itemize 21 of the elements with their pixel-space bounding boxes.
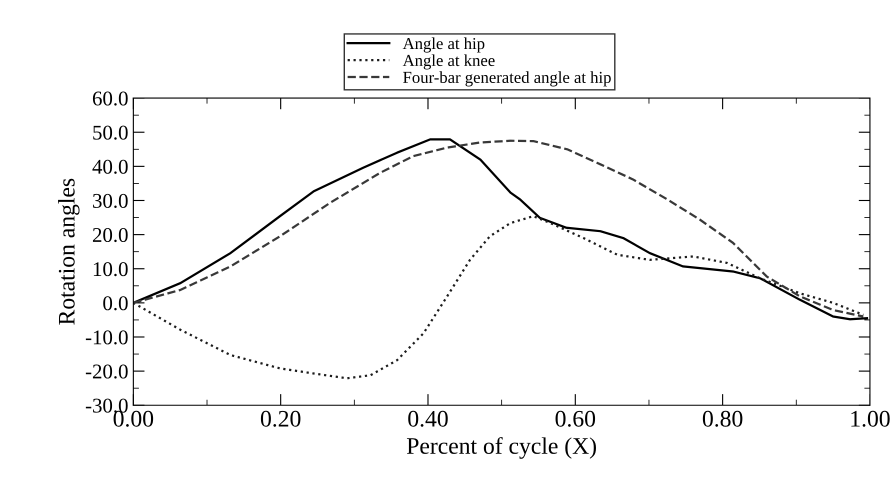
y-axis-title: Rotation angles	[58, 178, 80, 325]
y-tick-label: 50.0	[93, 126, 128, 140]
y-tick-label: 20.0	[92, 228, 128, 242]
y-tick-label: 10.0	[94, 262, 128, 276]
y-tick-label: -20.0	[86, 364, 128, 379]
x-tick-label: 1.00	[851, 410, 890, 427]
legend-label: Angle at knee	[402, 54, 495, 70]
y-tick-label: 30.0	[93, 194, 128, 208]
x-tick-label: 0.20	[260, 410, 300, 427]
x-tick-label: 0.80	[702, 410, 742, 427]
x-tick-label: 0.60	[556, 410, 596, 427]
x-axis-title: Percent of cycle (X)	[406, 437, 596, 459]
y-tick-label: -30.0	[86, 398, 128, 413]
y-tick-label: -10.0	[86, 330, 128, 345]
x-tick-label: 0.40	[408, 410, 448, 427]
legend-label: Four-bar generated angle at hip	[403, 71, 611, 86]
y-tick-label: 60.0	[92, 91, 128, 106]
x-tick-label: 0.00	[114, 410, 154, 427]
legend-label: Angle at hip	[402, 37, 484, 53]
y-tick-label: 0.0	[103, 296, 128, 310]
y-tick-label: 40.0	[92, 160, 128, 174]
